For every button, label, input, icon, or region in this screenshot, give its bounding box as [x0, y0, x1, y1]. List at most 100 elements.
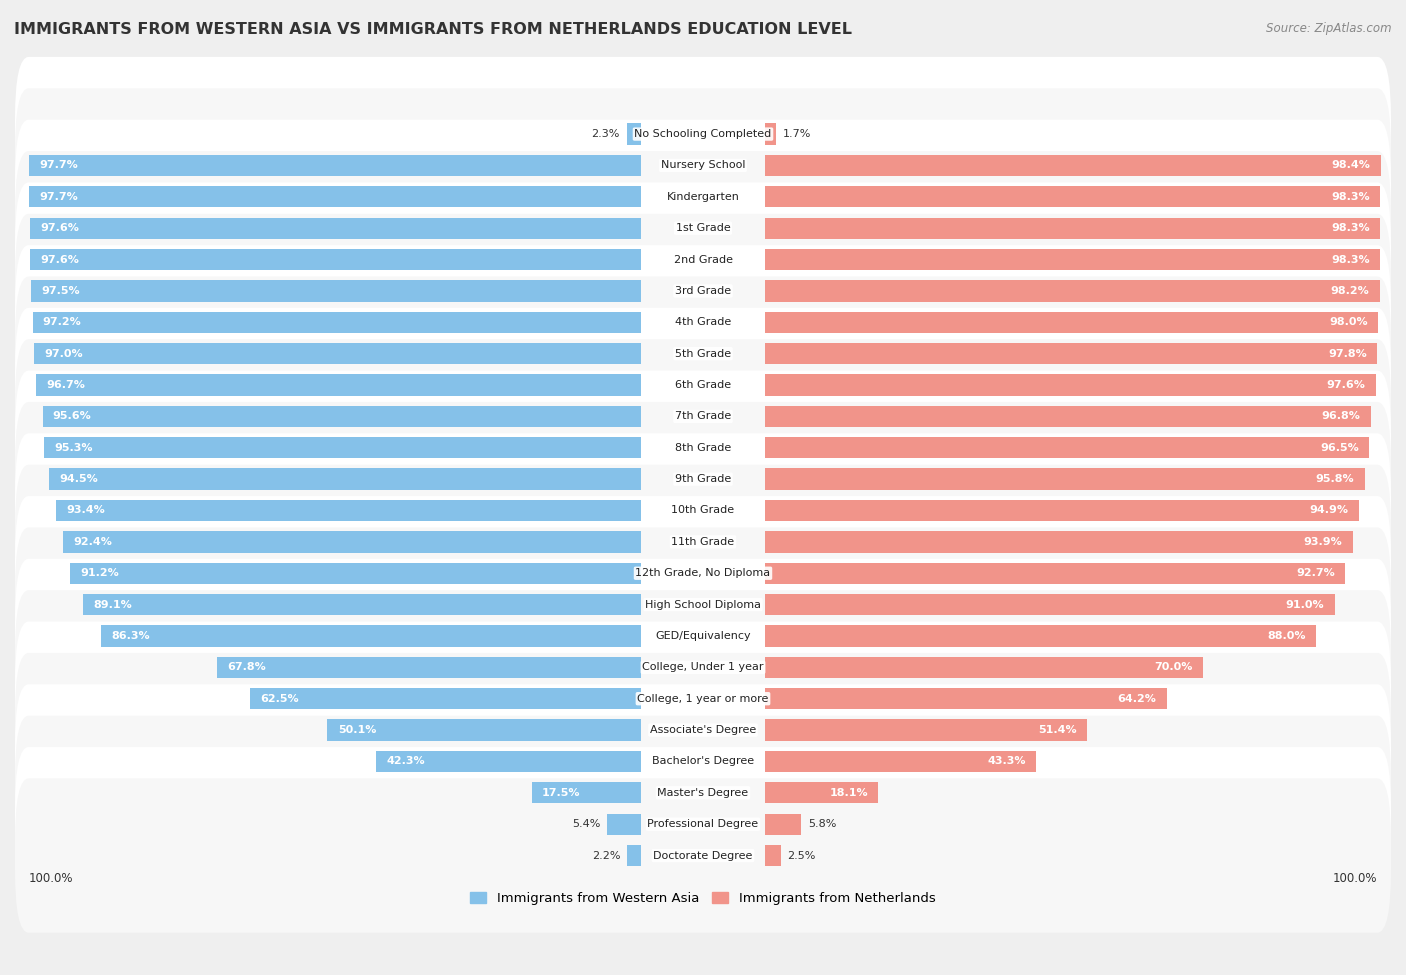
Text: 93.9%: 93.9% [1303, 537, 1343, 547]
Text: 100.0%: 100.0% [28, 872, 73, 884]
FancyBboxPatch shape [15, 182, 1391, 336]
Bar [607, 813, 641, 835]
FancyBboxPatch shape [15, 120, 1391, 274]
FancyBboxPatch shape [15, 277, 1391, 431]
Bar [765, 374, 1376, 396]
Text: 89.1%: 89.1% [94, 600, 132, 609]
Bar [765, 594, 1334, 615]
Text: 64.2%: 64.2% [1118, 693, 1157, 704]
Bar [35, 374, 641, 396]
Bar [101, 625, 641, 646]
Legend: Immigrants from Western Asia, Immigrants from Netherlands: Immigrants from Western Asia, Immigrants… [465, 886, 941, 910]
Bar [765, 500, 1360, 522]
Text: 70.0%: 70.0% [1154, 662, 1192, 673]
Text: 95.6%: 95.6% [53, 411, 91, 421]
Bar [30, 249, 641, 270]
Text: 97.7%: 97.7% [39, 161, 79, 171]
Text: 98.3%: 98.3% [1331, 192, 1369, 202]
Bar [30, 217, 641, 239]
FancyBboxPatch shape [15, 465, 1391, 619]
Bar [765, 720, 1087, 741]
Bar [31, 280, 641, 301]
Text: 1.7%: 1.7% [783, 129, 811, 139]
Text: 98.3%: 98.3% [1331, 223, 1369, 233]
Text: 10th Grade: 10th Grade [672, 505, 734, 516]
Bar [765, 751, 1036, 772]
Text: College, 1 year or more: College, 1 year or more [637, 693, 769, 704]
FancyBboxPatch shape [15, 621, 1391, 776]
Bar [765, 155, 1381, 176]
Text: 92.4%: 92.4% [73, 537, 112, 547]
Bar [627, 124, 641, 144]
Bar [765, 813, 801, 835]
FancyBboxPatch shape [15, 370, 1391, 525]
Text: 98.0%: 98.0% [1330, 317, 1368, 328]
FancyBboxPatch shape [15, 684, 1391, 838]
Bar [765, 249, 1381, 270]
Bar [32, 312, 641, 332]
Text: High School Diploma: High School Diploma [645, 600, 761, 609]
Bar [42, 406, 641, 427]
Text: 8th Grade: 8th Grade [675, 443, 731, 452]
Bar [765, 782, 879, 803]
Text: 2.5%: 2.5% [787, 850, 815, 861]
Bar [45, 437, 641, 458]
Text: 93.4%: 93.4% [66, 505, 105, 516]
Text: 96.8%: 96.8% [1322, 411, 1361, 421]
Text: 97.5%: 97.5% [41, 286, 80, 296]
Text: 5.4%: 5.4% [572, 819, 600, 829]
Text: 88.0%: 88.0% [1267, 631, 1306, 641]
Text: 2.2%: 2.2% [592, 850, 620, 861]
Text: 98.3%: 98.3% [1331, 254, 1369, 264]
Text: 97.7%: 97.7% [39, 192, 79, 202]
FancyBboxPatch shape [15, 778, 1391, 933]
Bar [30, 186, 641, 208]
Text: 97.2%: 97.2% [42, 317, 82, 328]
Text: GED/Equivalency: GED/Equivalency [655, 631, 751, 641]
Bar [217, 657, 641, 678]
Bar [765, 531, 1353, 553]
Text: 94.9%: 94.9% [1310, 505, 1348, 516]
FancyBboxPatch shape [15, 527, 1391, 682]
Bar [30, 155, 641, 176]
Text: 4th Grade: 4th Grade [675, 317, 731, 328]
Text: 42.3%: 42.3% [387, 757, 425, 766]
Text: 17.5%: 17.5% [541, 788, 581, 798]
Bar [63, 531, 641, 553]
Bar [70, 563, 641, 584]
Text: 96.5%: 96.5% [1320, 443, 1358, 452]
Text: 97.6%: 97.6% [41, 223, 79, 233]
Bar [765, 312, 1378, 332]
Bar [765, 437, 1369, 458]
Bar [250, 688, 641, 710]
Text: Professional Degree: Professional Degree [647, 819, 759, 829]
Text: 7th Grade: 7th Grade [675, 411, 731, 421]
Bar [765, 343, 1378, 365]
FancyBboxPatch shape [15, 151, 1391, 305]
FancyBboxPatch shape [15, 402, 1391, 557]
Bar [765, 657, 1204, 678]
Bar [34, 343, 641, 365]
Text: 43.3%: 43.3% [987, 757, 1026, 766]
Text: 9th Grade: 9th Grade [675, 474, 731, 485]
Bar [765, 280, 1379, 301]
Text: IMMIGRANTS FROM WESTERN ASIA VS IMMIGRANTS FROM NETHERLANDS EDUCATION LEVEL: IMMIGRANTS FROM WESTERN ASIA VS IMMIGRAN… [14, 22, 852, 37]
Text: 18.1%: 18.1% [830, 788, 868, 798]
Text: Kindergarten: Kindergarten [666, 192, 740, 202]
Text: 91.0%: 91.0% [1285, 600, 1324, 609]
Text: Associate's Degree: Associate's Degree [650, 725, 756, 735]
Text: 97.6%: 97.6% [41, 254, 79, 264]
Text: 97.0%: 97.0% [44, 349, 83, 359]
Bar [765, 563, 1346, 584]
FancyBboxPatch shape [15, 496, 1391, 650]
Text: 94.5%: 94.5% [59, 474, 98, 485]
Text: College, Under 1 year: College, Under 1 year [643, 662, 763, 673]
Text: 67.8%: 67.8% [226, 662, 266, 673]
Text: Master's Degree: Master's Degree [658, 788, 748, 798]
Bar [627, 845, 641, 866]
FancyBboxPatch shape [15, 433, 1391, 588]
Text: 91.2%: 91.2% [80, 568, 120, 578]
Text: Nursery School: Nursery School [661, 161, 745, 171]
Text: 100.0%: 100.0% [1333, 872, 1378, 884]
Text: 97.6%: 97.6% [1327, 380, 1365, 390]
